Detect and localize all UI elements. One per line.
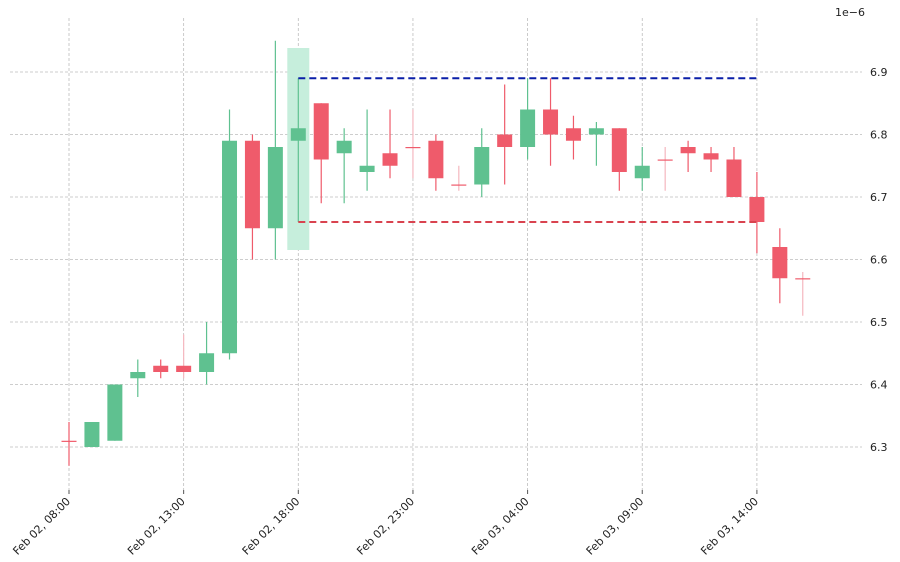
- candle-body: [520, 109, 536, 147]
- candle-body: [222, 140, 238, 354]
- candle-body: [359, 165, 375, 172]
- y-tick-label: 6.7: [870, 191, 888, 204]
- y-tick-label: 6.3: [870, 441, 888, 454]
- candle-body: [267, 147, 283, 229]
- x-tick-label: Feb 02, 08:00: [10, 495, 73, 558]
- candle-body: [290, 128, 306, 141]
- candle-body: [680, 147, 696, 154]
- y-tick-label: 6.4: [870, 379, 888, 392]
- candle-body: [634, 165, 650, 179]
- x-tick-label: Feb 03, 04:00: [469, 495, 532, 558]
- candle-body: [703, 153, 719, 160]
- candle-body: [543, 109, 559, 135]
- candle-body: [749, 197, 765, 222]
- candle-body: [382, 153, 398, 166]
- candle-body: [474, 147, 490, 185]
- x-tick-label: Feb 02, 13:00: [125, 495, 188, 558]
- candle-body: [405, 147, 421, 149]
- candle-body: [244, 140, 260, 229]
- candle-body: [84, 422, 100, 447]
- candle-body: [726, 159, 742, 197]
- candle-body: [565, 128, 581, 141]
- y-tick-label: 6.8: [870, 129, 888, 142]
- axis-offset-label: 1e−6: [835, 6, 865, 19]
- candle-body: [176, 365, 192, 372]
- x-tick-label: Feb 03, 14:00: [698, 495, 761, 558]
- x-tick-label: Feb 02, 23:00: [354, 495, 417, 558]
- y-tick-label: 6.6: [870, 254, 888, 267]
- y-tick-label: 6.5: [870, 316, 888, 329]
- candle-body: [199, 353, 215, 372]
- candle-body: [611, 128, 627, 172]
- grid-layer: [10, 18, 862, 494]
- candle-body: [428, 140, 444, 179]
- candle-body: [795, 278, 811, 280]
- candle-layer: [61, 40, 811, 466]
- candle-body: [130, 372, 146, 379]
- y-tick-label: 6.9: [870, 66, 888, 79]
- x-tick-label: Feb 03, 09:00: [584, 495, 647, 558]
- candle-body: [772, 247, 788, 279]
- label-layer: 6.3 6.4 6.5 6.6 6.7 6.8 6.9 Feb 02, 08:00 Feb 02…: [10, 6, 887, 558]
- candle-body: [313, 103, 329, 160]
- candle-body: [336, 140, 352, 154]
- candle-body: [497, 134, 513, 147]
- candle-body: [107, 384, 123, 441]
- candle-body: [588, 128, 604, 135]
- candle-body: [451, 184, 467, 186]
- candle-body: [61, 440, 77, 442]
- x-tick-label: Feb 02, 18:00: [240, 495, 303, 558]
- candle-body: [657, 159, 673, 161]
- candle-body: [153, 365, 169, 372]
